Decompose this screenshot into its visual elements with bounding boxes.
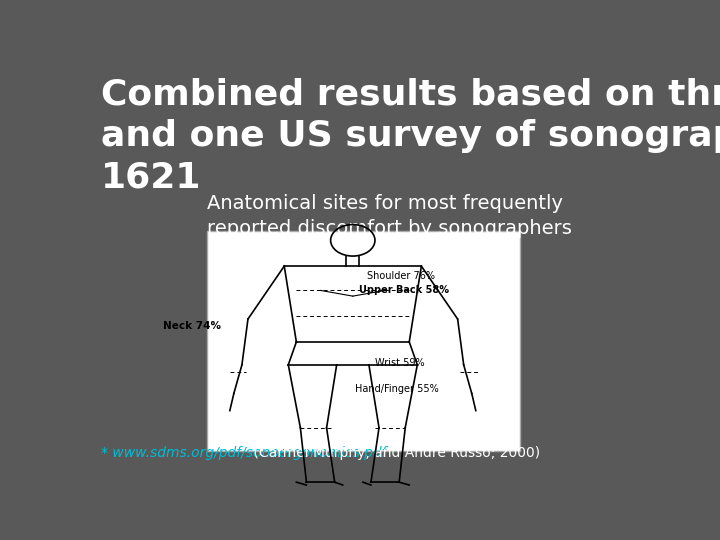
Text: Neck 74%: Neck 74% — [163, 321, 221, 331]
Text: Combined results based on three Canadian: Combined results based on three Canadian — [101, 77, 720, 111]
FancyBboxPatch shape — [207, 231, 520, 451]
Text: * www.sdms.org/pdf/sonoergonomics.pdf: * www.sdms.org/pdf/sonoergonomics.pdf — [101, 446, 387, 460]
Text: Hand/Finger 55%: Hand/Finger 55% — [355, 384, 438, 394]
Text: 1621: 1621 — [101, 160, 202, 194]
Text: Upper Back 58%: Upper Back 58% — [359, 286, 449, 295]
Text: Anatomical sites for most frequently
reported discomfort by sonographers: Anatomical sites for most frequently rep… — [207, 194, 572, 238]
Text: Shoulder 76%: Shoulder 76% — [367, 271, 435, 281]
Text: and one US survey of sonographers.  n=: and one US survey of sonographers. n= — [101, 119, 720, 153]
Text: (Carmel Murphy, and Andre Russo; 2000): (Carmel Murphy, and Andre Russo; 2000) — [249, 446, 540, 460]
Text: Wrist 59%: Wrist 59% — [375, 359, 425, 368]
